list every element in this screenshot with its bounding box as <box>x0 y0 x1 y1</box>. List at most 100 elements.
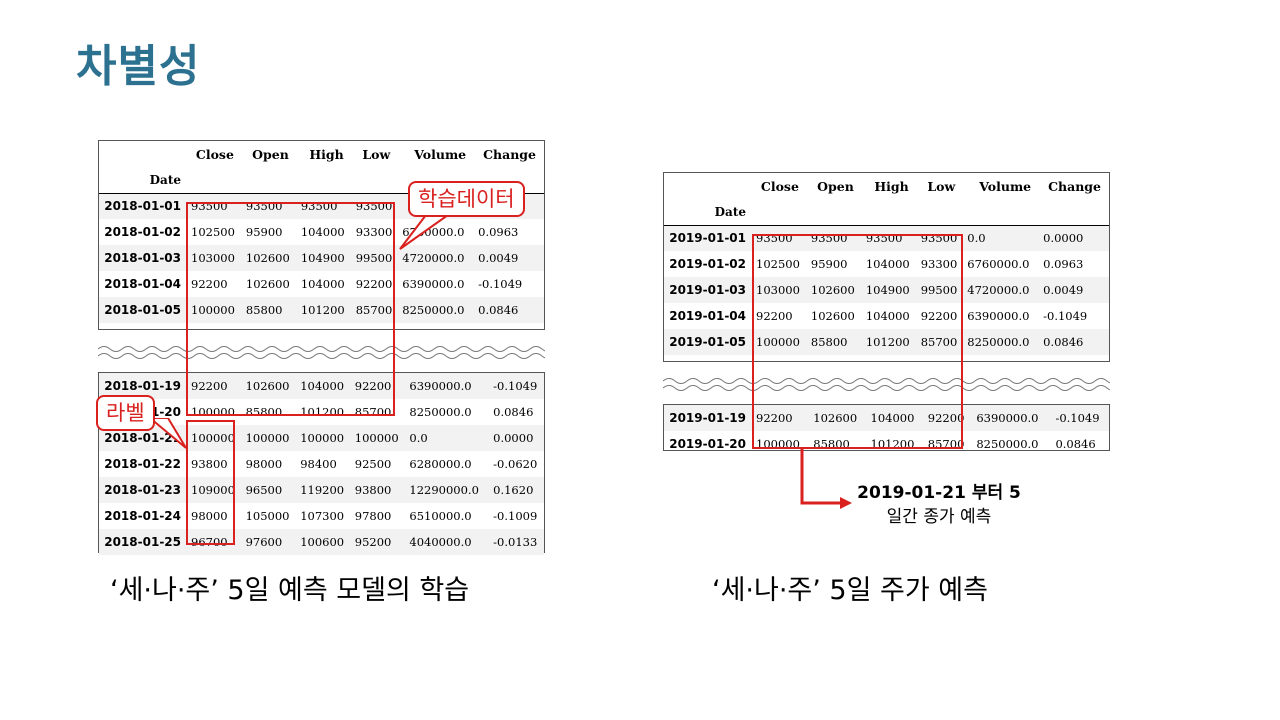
table-cell: 92200 <box>187 373 242 399</box>
table-cell: 4040000.0 <box>405 529 490 555</box>
table-cell: 93300 <box>355 225 393 239</box>
table-cell: 8250000.0 <box>976 437 1039 451</box>
note-line-2: 일간 종가 예측 <box>886 507 992 527</box>
table-cell: 99500 <box>916 277 964 303</box>
col-header: Low <box>927 178 956 194</box>
table-cell: 93300 <box>920 257 958 271</box>
table-cell: 100000 <box>187 425 242 451</box>
left-caption: ‘세·나·주’ 5일 예측 모델의 학습 <box>110 575 470 606</box>
table-cell: 97800 <box>354 509 392 523</box>
table-cell: 100000 <box>350 425 406 451</box>
row-date: 2018-01-22 <box>104 457 181 471</box>
table-cell: 102600 <box>806 277 862 303</box>
col-header: Volume <box>414 146 467 162</box>
prediction-note: 2019-01-21 부터 5 일간 종가 예측 <box>844 481 1034 529</box>
table-cell: 100000 <box>296 425 351 451</box>
col-header: High <box>874 178 909 194</box>
table-row: 2018-01-19 92200 102600 104000 92200 6390000.… <box>99 373 544 399</box>
table-cell: 101200 <box>861 329 917 355</box>
table-row: 2019-01-05 100000 85800 101200 85700 8250000.… <box>664 329 1109 355</box>
table-cell: -0.1049 <box>1043 309 1088 323</box>
label-box <box>186 420 235 545</box>
table-cell: 95900 <box>810 257 848 271</box>
table-cell: 85700 <box>916 329 964 355</box>
row-date: 2019-01-02 <box>669 257 746 271</box>
right-bottom-table: 2019-01-19 92200 102600 104000 92200 6390000.… <box>663 404 1110 451</box>
table-cell: 101200 <box>296 297 352 323</box>
break-wave <box>663 378 1110 391</box>
table-cell: 0.0 <box>405 425 490 451</box>
table-cell: 107300 <box>300 509 345 523</box>
row-date: 2018-01-01 <box>99 193 187 219</box>
table-cell: 4720000.0 <box>398 245 475 271</box>
table-cell: 0.0846 <box>474 297 544 323</box>
table-row: 2018-01-24 98000 105000 107300 97800 6510000.… <box>99 503 544 529</box>
table-cell: -0.0620 <box>493 457 538 471</box>
col-header: Change <box>1048 178 1101 194</box>
table-cell: 100000 <box>752 329 807 355</box>
table-cell: 92200 <box>920 309 958 323</box>
table-cell: 102500 <box>191 225 235 239</box>
table-row: 2019-01-02 102500 95900 104000 93300 6760000.… <box>664 251 1109 277</box>
table-cell: 0.0846 <box>493 405 534 419</box>
table-cell: 104900 <box>861 277 917 303</box>
table-cell: -0.1009 <box>493 509 538 523</box>
row-date: 2018-01-04 <box>104 277 181 291</box>
row-date: 2018-01-19 <box>99 373 187 399</box>
table-cell: 104000 <box>296 373 351 399</box>
table-cell: 102500 <box>756 257 800 271</box>
table-cell: 104000 <box>866 405 924 431</box>
table-cell: 96500 <box>241 477 297 503</box>
table-cell: 98000 <box>191 509 228 523</box>
table-cell: 85800 <box>806 329 862 355</box>
table-cell: 0.1620 <box>489 477 544 503</box>
table-cell: 6390000.0 <box>402 277 465 291</box>
table-cell: 92200 <box>355 277 393 291</box>
table-row: 2018-01-23 109000 96500 119200 93800 12290000… <box>99 477 544 503</box>
table-cell: 0.0963 <box>478 225 519 239</box>
table-cell: -0.1049 <box>489 373 544 399</box>
row-date: 2018-01-23 <box>99 477 187 503</box>
table-cell: 102600 <box>809 405 867 431</box>
arrow-icon <box>800 448 852 509</box>
row-date: 2018-01-25 <box>99 529 187 555</box>
row-date: 2018-01-02 <box>104 225 181 239</box>
table-cell: 0.0049 <box>474 245 544 271</box>
col-header: Close <box>760 178 799 194</box>
table-cell: 6390000.0 <box>967 309 1030 323</box>
table-cell: 95900 <box>245 225 283 239</box>
table-cell: 104000 <box>300 277 345 291</box>
table-cell: 92200 <box>756 309 793 323</box>
training-data-box <box>186 202 395 416</box>
table-cell: 105000 <box>245 509 290 523</box>
table-cell: 96700 <box>187 529 242 555</box>
table-cell: 92200 <box>923 405 973 431</box>
table-cell: 102600 <box>241 373 297 399</box>
table-cell: 0.0846 <box>1039 329 1109 355</box>
table-cell: 85800 <box>241 297 297 323</box>
table-row: 2018-01-05 100000 85800 101200 85700 8250000.… <box>99 297 544 323</box>
col-header: Volume <box>979 178 1032 194</box>
table-cell: 6510000.0 <box>409 509 472 523</box>
index-header: Date <box>664 199 752 226</box>
table-cell: 104000 <box>300 225 345 239</box>
table-row: 2018-01-04 92200 102600 104000 92200 6390000.… <box>99 271 544 297</box>
table-cell: 102600 <box>245 277 290 291</box>
training-data-callout: 학습데이터 <box>408 181 525 217</box>
table-cell: 12290000.0 <box>405 477 490 503</box>
table-cell: 100600 <box>296 529 351 555</box>
row-date: 2018-01-03 <box>99 245 187 271</box>
table-row: 2019-01-19 92200 102600 104000 92200 6390000.… <box>664 405 1109 431</box>
table-cell: 100000 <box>241 425 297 451</box>
left-top-table: Close Open High Low Volume Change Date 2… <box>98 140 545 330</box>
table-cell: 95200 <box>350 529 406 555</box>
table-cell: 4720000.0 <box>963 277 1040 303</box>
table-cell: 104000 <box>865 257 910 271</box>
table-cell: 109000 <box>187 477 242 503</box>
table-cell: 6390000.0 <box>405 373 490 399</box>
table-cell: 0.0000 <box>489 425 544 451</box>
col-header: Close <box>195 146 234 162</box>
table-cell: -0.0133 <box>489 529 544 555</box>
table-cell: 104000 <box>865 309 910 323</box>
table-row: 2019-01-04 92200 102600 104000 92200 6390000.… <box>664 303 1109 329</box>
